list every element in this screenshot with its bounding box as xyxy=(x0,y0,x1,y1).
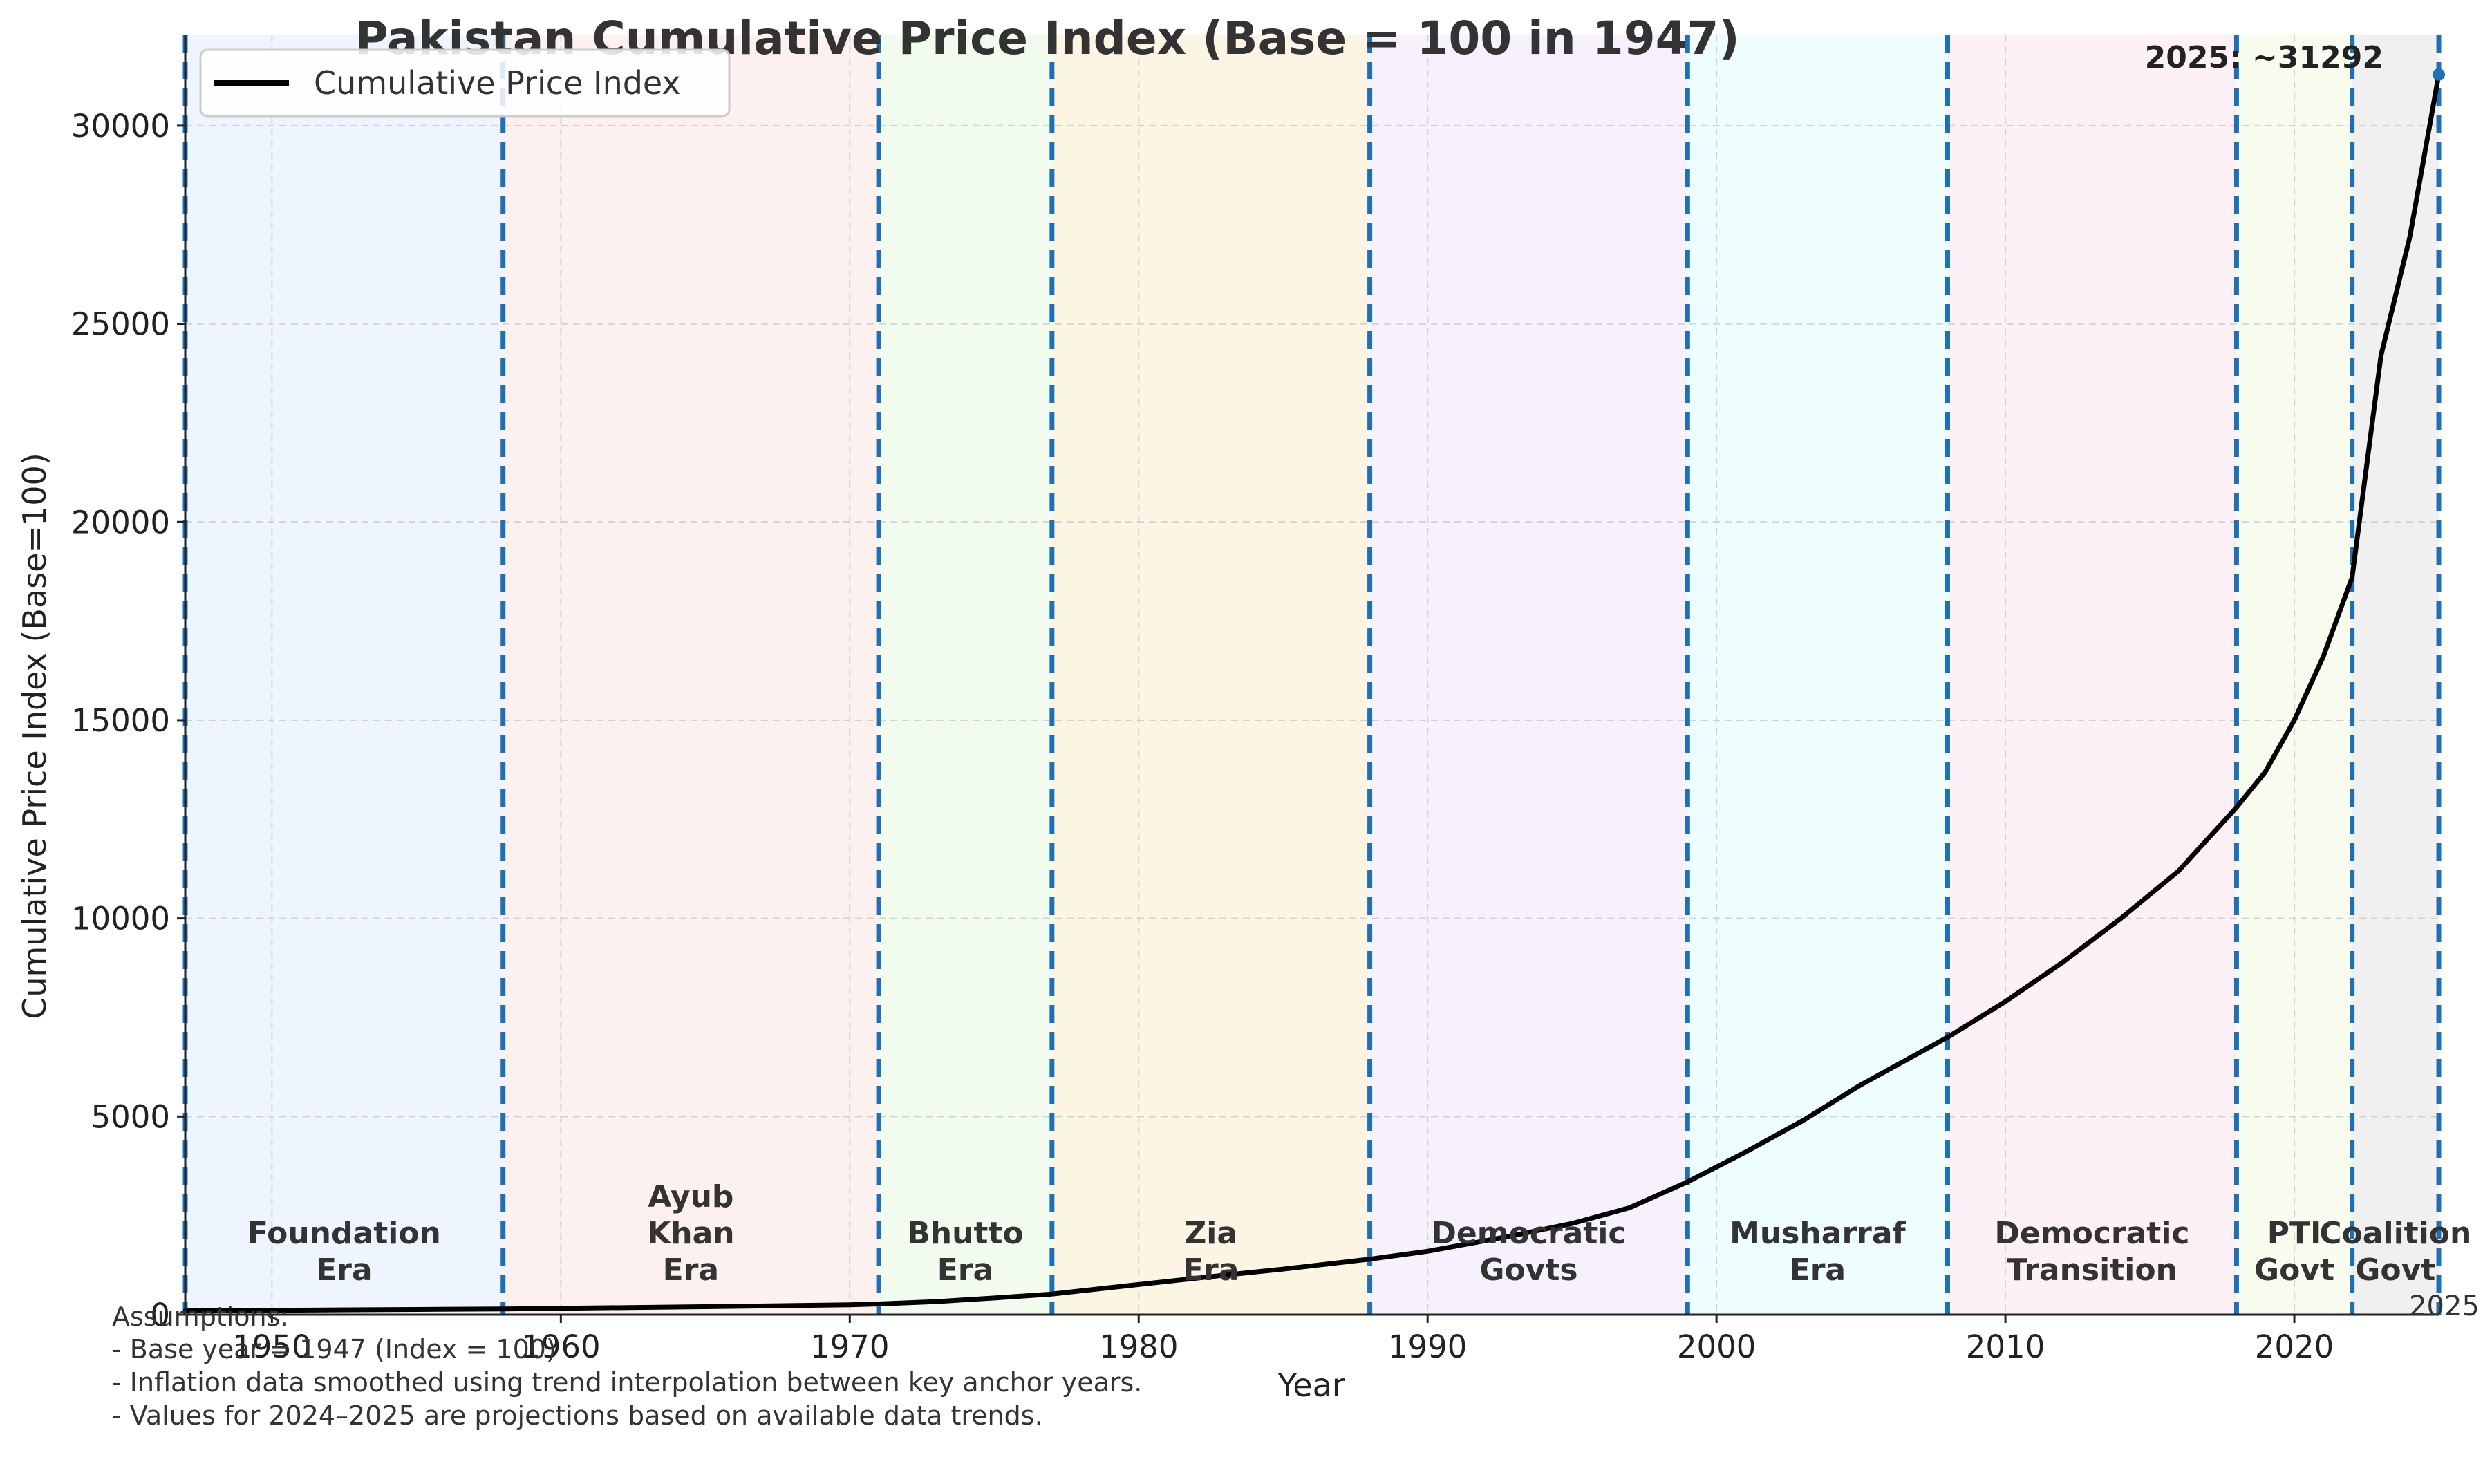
era-label-line: Zia xyxy=(1184,1216,1237,1251)
era-backgrounds xyxy=(185,35,2439,1315)
x-tick-label: 2000 xyxy=(1677,1328,1756,1365)
x-tick-label: 2020 xyxy=(2255,1328,2334,1365)
era-label-line: Musharraf xyxy=(1730,1216,1906,1251)
annotations: 2025: ~31292 2025 xyxy=(2145,40,2480,1322)
era-label: Bhutto Era xyxy=(907,1216,1023,1288)
assumptions-heading: Assumptions: xyxy=(112,1302,289,1332)
y-tick-label: 30000 xyxy=(71,108,170,144)
era-label-line: Transition xyxy=(2007,1252,2177,1288)
era-label-line: Foundation xyxy=(247,1216,441,1251)
era-label: Ayub Khan Era xyxy=(647,1179,734,1288)
era-label: Coalition Govt xyxy=(2319,1216,2471,1288)
y-tick-label: 25000 xyxy=(71,306,170,343)
era-label-line: Era xyxy=(1790,1252,1846,1288)
era-label-line: Khan xyxy=(647,1216,734,1251)
era-label-line: Coalition xyxy=(2319,1216,2471,1251)
era-label: PTI Govt xyxy=(2254,1216,2334,1288)
assumption-line: - Inflation data smoothed using trend in… xyxy=(112,1367,1142,1398)
y-axis-label: Cumulative Price Index (Base=100) xyxy=(16,453,53,1020)
era-band xyxy=(2352,35,2439,1315)
era-label-line: PTI xyxy=(2267,1216,2322,1251)
series-layer xyxy=(182,72,2442,1313)
era-band xyxy=(1687,35,1948,1315)
era-band xyxy=(879,35,1052,1315)
x-tick-label: 1950 xyxy=(232,1328,312,1365)
era-label-line: Era xyxy=(1183,1252,1239,1288)
series-line-cumulative-price-index xyxy=(182,72,2442,1313)
era-label: Foundation Era xyxy=(247,1216,441,1288)
endpoint-annotation: 2025: ~31292 xyxy=(2145,40,2383,75)
era-band xyxy=(503,35,879,1315)
assumption-line: - Values for 2024–2025 are projections b… xyxy=(112,1400,1043,1431)
y-tick-label: 5000 xyxy=(91,1098,170,1135)
axes: 1950 1960 1970 1980 1990 2000 2010 2020 0 5000 100… xyxy=(71,35,2439,1365)
era-band xyxy=(1369,35,1688,1315)
endpoint-marker xyxy=(2433,68,2445,81)
era-label-line: Govts xyxy=(1479,1252,1577,1288)
y-tick-label: 15000 xyxy=(71,702,170,739)
era-band xyxy=(185,35,503,1315)
x-tick-label: 1970 xyxy=(810,1328,890,1365)
era-label-line: Democratic xyxy=(1431,1216,1626,1251)
x-tick-label: 1980 xyxy=(1099,1328,1179,1365)
era-label: Zia Era xyxy=(1183,1216,1239,1288)
era-label-line: Era xyxy=(937,1252,993,1288)
legend-label: Cumulative Price Index xyxy=(314,64,681,102)
legend[interactable]: Cumulative Price Index xyxy=(199,48,731,118)
era-band xyxy=(1051,35,1370,1315)
grid-lines xyxy=(185,35,2439,1315)
x-tick-label: 2010 xyxy=(1966,1328,2045,1365)
era-label-line: Govt xyxy=(2355,1252,2435,1288)
era-band xyxy=(1947,35,2237,1315)
year-2025-label: 2025 xyxy=(2409,1290,2480,1322)
era-label-line: Era xyxy=(663,1252,719,1288)
x-tick-label: 1990 xyxy=(1388,1328,1468,1365)
x-tick-label: 1960 xyxy=(521,1328,601,1365)
legend-box xyxy=(199,48,731,118)
y-tick-label: 10000 xyxy=(71,901,170,937)
era-label-line: Era xyxy=(316,1252,372,1288)
x-axis-label: Year xyxy=(1277,1366,1345,1404)
y-tick-label: 20000 xyxy=(71,504,170,541)
era-label-line: Ayub xyxy=(648,1179,733,1214)
assumptions-note: Assumptions: - Base year = 1947 (Index =… xyxy=(112,1302,1142,1431)
assumption-line: - Base year = 1947 (Index = 100) xyxy=(112,1334,556,1364)
era-label-line: Democratic xyxy=(1994,1216,2189,1251)
era-label: Democratic Transition xyxy=(1994,1216,2189,1288)
era-label-line: Bhutto xyxy=(907,1216,1023,1251)
era-label: Musharraf Era xyxy=(1730,1216,1906,1288)
era-label: Democratic Govts xyxy=(1431,1216,1626,1288)
y-tick-label: 0 xyxy=(150,1297,170,1333)
era-label-line: Govt xyxy=(2254,1252,2334,1288)
